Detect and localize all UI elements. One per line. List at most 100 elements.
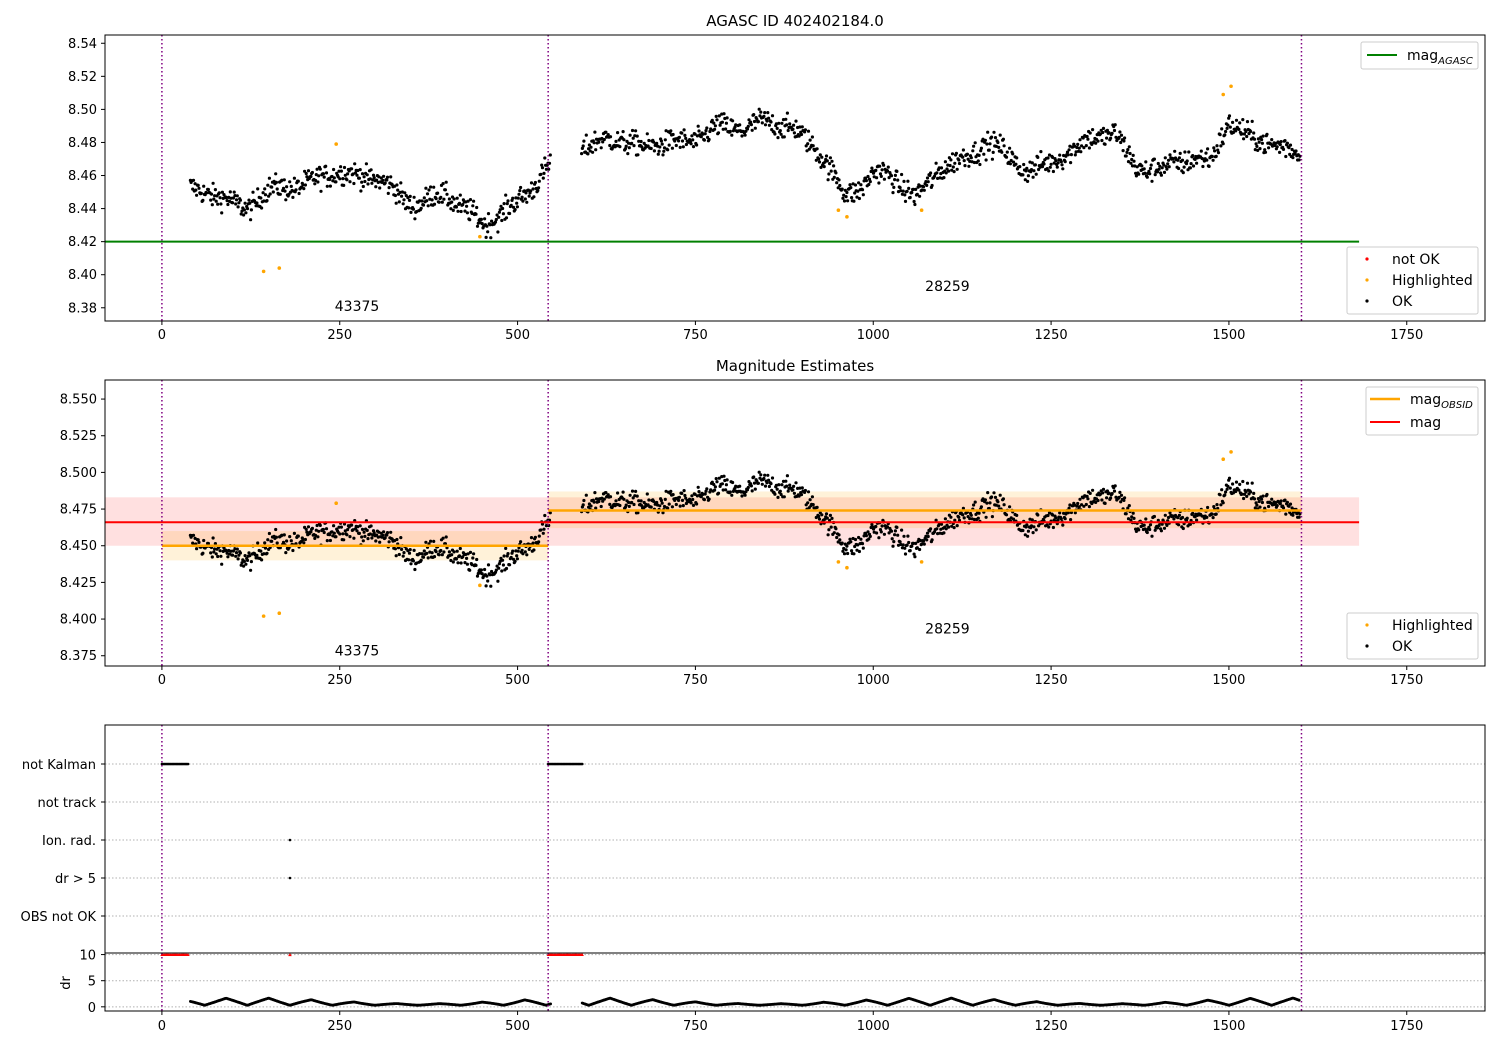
ok-point	[1048, 165, 1052, 169]
ok-point	[242, 559, 246, 564]
ok-point	[521, 199, 525, 203]
ok-point	[1100, 498, 1104, 502]
ok-point	[1051, 525, 1055, 530]
ok-point	[1238, 121, 1242, 125]
ok-point	[489, 584, 493, 588]
ok-point	[918, 194, 922, 198]
ok-point	[322, 530, 326, 535]
ok-point	[313, 182, 317, 186]
ok-point	[943, 160, 948, 164]
ok-point	[281, 540, 286, 545]
ok-point	[1274, 141, 1278, 145]
ok-point	[1126, 517, 1131, 521]
ok-point	[969, 156, 973, 160]
ok-point	[372, 176, 376, 180]
ok-point	[892, 185, 896, 189]
highlighted-point	[845, 565, 849, 570]
ok-point	[834, 171, 838, 175]
ok-point	[859, 183, 863, 187]
ok-point	[889, 174, 894, 178]
ok-point	[841, 196, 845, 200]
ok-point	[1252, 137, 1257, 141]
ok-point	[254, 204, 258, 208]
ok-point	[1191, 164, 1196, 168]
ok-point	[508, 211, 512, 216]
ok-point	[396, 188, 400, 192]
ok-point	[224, 549, 228, 553]
legend-bottom: not OK Highlighted OK	[1346, 246, 1479, 315]
ok-point	[734, 123, 738, 127]
obsid-label: 28259	[925, 622, 970, 638]
ok-point	[717, 476, 721, 480]
ok-point	[1008, 146, 1012, 150]
ok-point	[794, 481, 798, 485]
ok-point	[770, 476, 775, 480]
ok-point	[1157, 167, 1161, 171]
ok-point	[218, 196, 222, 200]
ok-point	[1065, 150, 1070, 154]
ok-point	[1098, 132, 1102, 136]
ok-point	[500, 218, 504, 223]
ok-point	[708, 129, 712, 134]
ok-point	[828, 513, 833, 518]
ok-point	[866, 174, 870, 179]
ok-point	[1034, 528, 1038, 532]
ok-point	[1030, 161, 1034, 165]
ok-point	[731, 480, 735, 485]
ok-point	[1008, 162, 1013, 166]
ok-point	[1241, 118, 1245, 122]
ok-point	[652, 499, 656, 503]
x-tick-label: 750	[683, 673, 708, 688]
ok-point	[836, 186, 840, 190]
ok-point	[442, 197, 446, 201]
ok-point	[1162, 163, 1166, 167]
ok-point	[1107, 491, 1111, 495]
ok-point	[807, 147, 811, 151]
ok-point	[1267, 504, 1271, 509]
ok-point	[662, 146, 667, 150]
ok-point	[581, 503, 585, 507]
ok-point	[588, 149, 592, 153]
ok-point	[1058, 511, 1062, 515]
ok-point	[1026, 179, 1030, 183]
ok-point	[749, 123, 754, 127]
ok-point	[256, 541, 260, 545]
plot-frame	[104, 379, 1486, 667]
ok-point	[310, 526, 314, 531]
ok-point	[872, 175, 876, 179]
ok-point	[857, 549, 862, 554]
ok-point	[1047, 169, 1051, 173]
ok-point	[950, 524, 954, 528]
ok-point	[400, 194, 404, 198]
ok-point	[710, 480, 714, 484]
ok-point	[533, 180, 538, 185]
ok-point	[1034, 172, 1038, 176]
ok-point	[608, 135, 613, 139]
ok-point	[337, 525, 341, 529]
ok-point	[886, 165, 890, 169]
ok-point	[811, 144, 815, 148]
ok-point	[910, 544, 914, 548]
ok-point	[239, 212, 243, 216]
ok-point	[721, 488, 725, 492]
ok-point	[325, 539, 329, 543]
ok-point	[206, 187, 210, 192]
ok-point	[584, 133, 588, 137]
ok-point	[792, 123, 796, 127]
ok-point	[844, 548, 848, 552]
ok-point	[966, 157, 970, 161]
ok-point	[1134, 529, 1138, 534]
ok-point	[1129, 518, 1133, 522]
ok-point	[275, 541, 279, 545]
ok-point	[429, 539, 433, 543]
ok-point	[339, 169, 343, 173]
ok-point	[893, 529, 898, 533]
ok-point	[1076, 501, 1080, 506]
ok-point	[511, 196, 515, 200]
ok-point	[606, 133, 610, 137]
ok-point	[1234, 489, 1238, 494]
ok-point	[652, 149, 657, 153]
ok-point	[763, 111, 767, 115]
ok-point	[1254, 142, 1258, 146]
ok-point	[1119, 500, 1123, 504]
